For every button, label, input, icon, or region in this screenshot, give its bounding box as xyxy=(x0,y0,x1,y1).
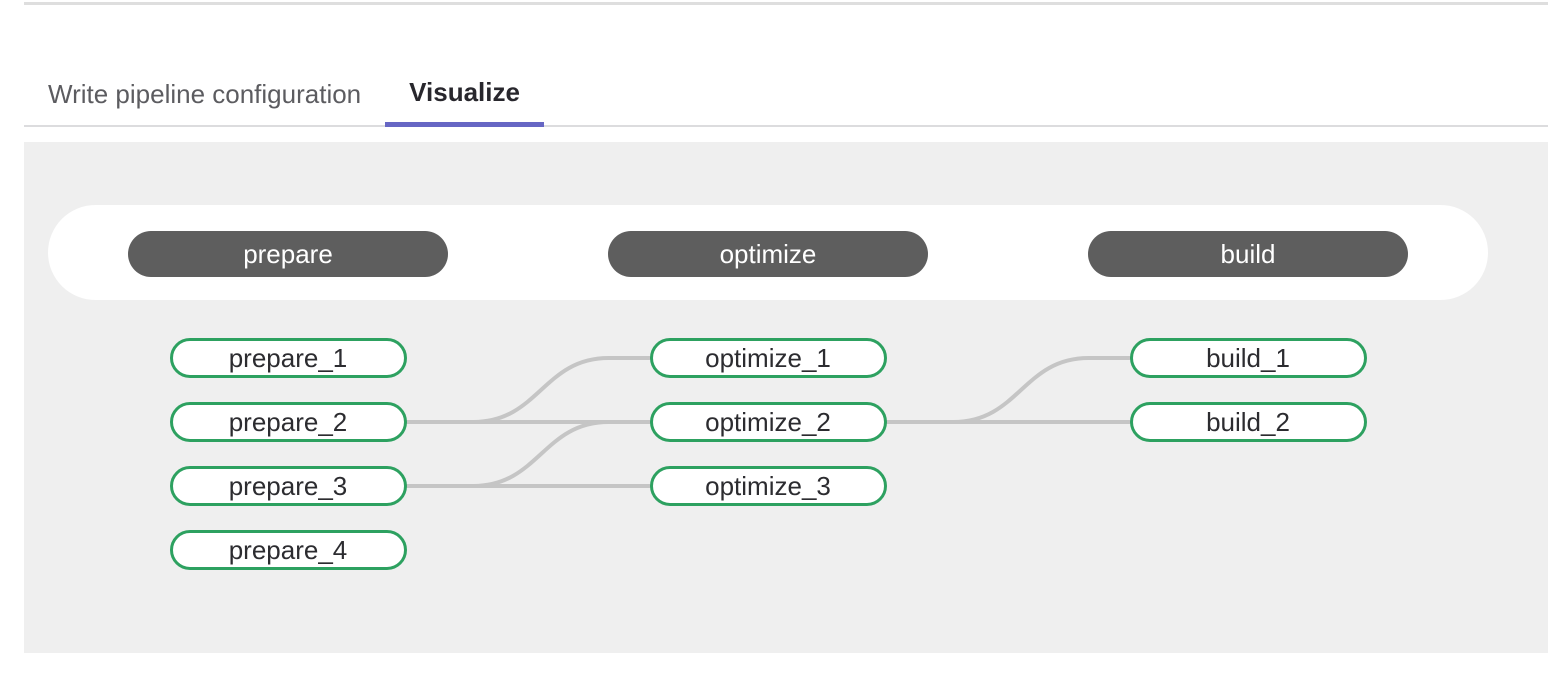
link-prepare_2-to-optimize_1 xyxy=(404,356,652,424)
job-pill-prepare_4[interactable]: prepare_4 xyxy=(169,530,407,570)
editor-tab-bar: Write pipeline configuration Visualize xyxy=(24,5,1548,127)
job-pill-optimize_2[interactable]: optimize_2 xyxy=(649,402,887,442)
job-pill-optimize_1[interactable]: optimize_1 xyxy=(649,338,887,378)
job-pill-prepare_3[interactable]: prepare_3 xyxy=(169,466,407,506)
job-pill-optimize_3[interactable]: optimize_3 xyxy=(649,466,887,506)
stage-pill-prepare: prepare xyxy=(128,231,448,277)
job-pill-build_1[interactable]: build_1 xyxy=(1129,338,1367,378)
link-prepare_3-to-optimize_2 xyxy=(404,420,652,488)
top-divider xyxy=(24,2,1548,5)
job-pill-prepare_2[interactable]: prepare_2 xyxy=(169,402,407,442)
stage-pill-optimize: optimize xyxy=(608,231,928,277)
job-links-layer xyxy=(404,356,1132,488)
job-pill-prepare_1[interactable]: prepare_1 xyxy=(169,338,407,378)
stage-pill-build: build xyxy=(1088,231,1408,277)
tab-visualize[interactable]: Visualize xyxy=(385,5,544,127)
job-pill-build_2[interactable]: build_2 xyxy=(1129,402,1367,442)
link-optimize_2-to-build_1 xyxy=(884,356,1132,424)
tab-write-pipeline-configuration[interactable]: Write pipeline configuration xyxy=(24,5,385,125)
